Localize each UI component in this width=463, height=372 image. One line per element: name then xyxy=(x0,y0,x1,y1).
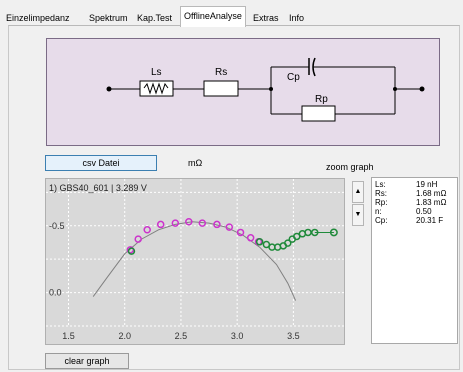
y-tick-label: 0.0 xyxy=(49,288,62,298)
result-key: n: xyxy=(375,207,382,216)
cp-label: Cp xyxy=(287,72,300,83)
result-row-ls: Ls: 19 nH xyxy=(375,180,454,189)
x-tick-label: 2.5 xyxy=(175,331,188,341)
result-value: 19 nH xyxy=(416,180,438,189)
rs-element xyxy=(203,80,239,97)
result-value: 0.50 xyxy=(416,207,432,216)
tab-kap-test[interactable]: Kap.Test xyxy=(137,13,173,23)
result-value: 1.83 mΩ xyxy=(416,198,447,207)
scroll-down-button[interactable]: ▼ xyxy=(352,204,364,226)
result-key: Rp: xyxy=(375,198,388,207)
result-key: Cp: xyxy=(375,216,388,225)
fit-results-panel: Ls: 19 nH Rs: 1.68 mΩ Rp: 1.83 mΩ n: 0.5… xyxy=(371,177,458,344)
x-tick-label: 1.5 xyxy=(62,331,75,341)
measured-point xyxy=(156,220,165,229)
measured-point xyxy=(171,219,180,227)
measured-point xyxy=(143,226,151,234)
tab-spektrum[interactable]: Spektrum xyxy=(89,13,128,23)
fit-point xyxy=(304,228,312,237)
fit-point xyxy=(127,247,136,255)
fit-point xyxy=(255,238,264,246)
tab-extras[interactable]: Extras xyxy=(253,13,279,23)
tab-info[interactable]: Info xyxy=(289,13,305,23)
rs-label: Rs xyxy=(215,67,227,78)
csv-file-button[interactable]: csv Datei xyxy=(45,155,157,171)
fit-point xyxy=(284,239,292,247)
measured-point xyxy=(246,234,255,242)
model-curve xyxy=(92,221,297,301)
result-row-n: n: 0.50 xyxy=(375,207,454,216)
x-tick-label: 3.0 xyxy=(231,331,244,341)
nyquist-plot[interactable]: 1.52.02.53.03.5-0.50.01 1) GBS40_601 | 3… xyxy=(45,178,345,345)
equivalent-circuit-diagram: Ls Rs Cp Rp xyxy=(46,38,440,146)
result-value: 1.68 mΩ xyxy=(416,189,447,198)
y-tick-label: -0.5 xyxy=(49,221,65,231)
unit-label: mΩ xyxy=(188,158,203,168)
measured-point xyxy=(213,220,221,229)
measured-point xyxy=(134,235,142,243)
ls-element xyxy=(139,80,174,97)
rp-label: Rp xyxy=(315,94,328,105)
clear-graph-button[interactable]: clear graph xyxy=(45,353,129,369)
result-value: 20.31 F xyxy=(416,216,444,225)
tab-bar: Einzelimpedanz Spektrum Kap.Test Offline… xyxy=(0,0,463,27)
fit-point xyxy=(311,228,319,237)
result-row-rp: Rp: 1.83 mΩ xyxy=(375,198,454,207)
measured-point xyxy=(126,246,135,254)
rp-element xyxy=(301,105,336,122)
x-tick-label: 3.5 xyxy=(287,331,300,341)
ls-label: Ls xyxy=(151,67,162,78)
x-tick-label: 2.0 xyxy=(118,331,131,341)
terminal-left xyxy=(106,86,112,92)
tab-offlineanalyse[interactable]: OfflineAnalyse xyxy=(180,6,246,27)
result-row-rs: Rs: 1.68 mΩ xyxy=(375,189,454,198)
result-key: Ls: xyxy=(375,180,386,189)
plot-caption: 1) GBS40_601 | 3.289 V xyxy=(49,183,147,193)
zoom-graph-label[interactable]: zoom graph xyxy=(326,162,374,172)
terminal-right xyxy=(419,86,425,92)
scroll-up-button[interactable]: ▲ xyxy=(352,181,364,203)
fit-end-marker xyxy=(329,228,338,237)
measured-point xyxy=(198,219,207,227)
measured-point xyxy=(236,228,245,237)
tab-einzelimpedanz[interactable]: Einzelimpedanz xyxy=(6,13,70,23)
measured-point xyxy=(225,223,234,231)
result-row-cp: Cp: 20.31 F xyxy=(375,216,454,225)
measured-point xyxy=(185,218,193,226)
result-key: Rs: xyxy=(375,189,387,198)
